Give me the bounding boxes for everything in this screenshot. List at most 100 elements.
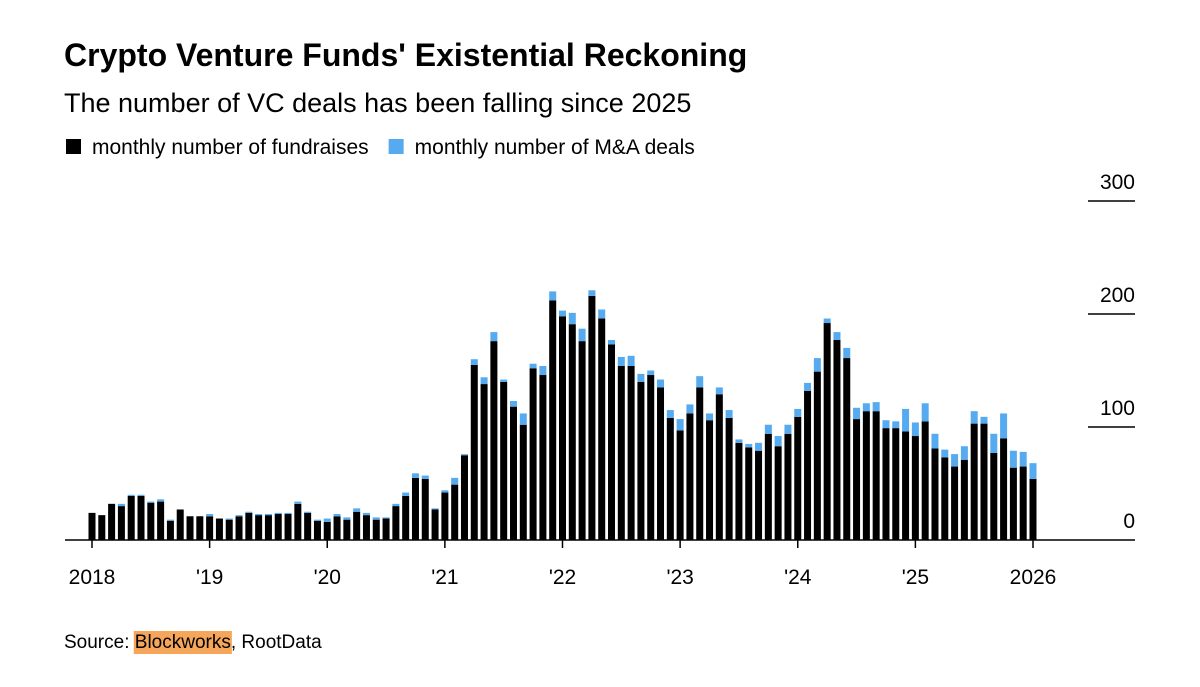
x-tick-label: '24 [784, 566, 812, 589]
legend-label: monthly number of M&A deals [415, 136, 695, 159]
bar [911, 422, 919, 437]
bar [176, 509, 184, 540]
bar [990, 433, 998, 453]
bar [1019, 451, 1027, 467]
source-label: Source: [64, 632, 135, 653]
bar [539, 365, 547, 376]
y-tick-label: 300 [1100, 171, 1135, 194]
bar [882, 420, 890, 429]
bar [813, 358, 821, 372]
source: Source: Blockworks, RootData [64, 632, 322, 653]
bar [735, 439, 743, 443]
bar [921, 403, 929, 422]
bar [715, 387, 723, 395]
bar [490, 332, 498, 342]
y-tick-label: 100 [1100, 397, 1135, 420]
bar [764, 424, 772, 434]
bar [372, 517, 380, 520]
bar [509, 406, 517, 540]
bar [274, 514, 282, 540]
bar [725, 417, 733, 540]
bar [686, 404, 694, 414]
bar [862, 411, 870, 540]
bar [206, 514, 214, 517]
x-tick-label: 2018 [69, 566, 116, 589]
bar [470, 364, 478, 540]
bar [794, 416, 802, 540]
bar [421, 475, 429, 479]
bar [529, 363, 537, 369]
bar [951, 466, 959, 540]
bar [715, 394, 723, 540]
bar [323, 518, 331, 522]
bar [402, 492, 410, 496]
bar [627, 355, 635, 366]
x-tick-label: '21 [431, 566, 458, 589]
bar [813, 371, 821, 540]
bar [411, 477, 419, 540]
chart-subtitle: The number of VC deals has been falling … [64, 88, 691, 118]
bar [225, 519, 233, 540]
bar [941, 449, 949, 458]
bar [460, 455, 468, 540]
bar [892, 428, 900, 540]
bar [804, 382, 812, 391]
bar [519, 424, 527, 540]
legend-swatch [66, 139, 81, 154]
x-tick-label: '23 [666, 566, 693, 589]
bar [480, 384, 488, 540]
bar [970, 423, 978, 540]
bar [578, 341, 586, 540]
bar [843, 347, 851, 359]
bar [245, 511, 253, 513]
bar [608, 339, 616, 345]
bar [921, 421, 929, 540]
bar [696, 387, 704, 540]
bar [313, 519, 321, 521]
bar [304, 512, 312, 540]
bar [549, 300, 557, 540]
bar [343, 517, 351, 520]
bar [833, 339, 841, 540]
bar [235, 515, 243, 517]
x-tick-label: 2026 [1010, 566, 1057, 589]
bar [539, 375, 547, 540]
bar [353, 511, 361, 540]
bar [147, 501, 155, 503]
bar [441, 490, 449, 493]
bar [284, 514, 292, 540]
bar [588, 295, 596, 540]
bar [500, 379, 508, 382]
bar [441, 492, 449, 540]
bar [225, 518, 233, 520]
bar [186, 516, 194, 540]
bar [392, 506, 400, 540]
bar [853, 419, 861, 540]
bar [902, 408, 910, 432]
bar [666, 417, 674, 540]
bar [706, 420, 714, 540]
bar [823, 323, 831, 540]
bar [1000, 438, 1008, 540]
bar [911, 436, 919, 540]
bar [980, 423, 988, 540]
bar [166, 519, 174, 521]
bar [823, 318, 831, 324]
bar [451, 477, 459, 485]
bar [637, 373, 645, 382]
bar [431, 509, 439, 540]
bar [519, 413, 527, 425]
bar [108, 503, 116, 540]
bar [647, 375, 655, 540]
bar [568, 312, 576, 325]
legend-label: monthly number of fundraises [92, 136, 369, 159]
bar [245, 512, 253, 540]
bar [294, 503, 302, 540]
bar [470, 359, 478, 365]
bar [892, 421, 900, 429]
bar [313, 520, 321, 540]
bar [559, 316, 566, 540]
bar [657, 379, 665, 388]
source-highlight-bg [133, 631, 232, 654]
bar [147, 502, 155, 540]
